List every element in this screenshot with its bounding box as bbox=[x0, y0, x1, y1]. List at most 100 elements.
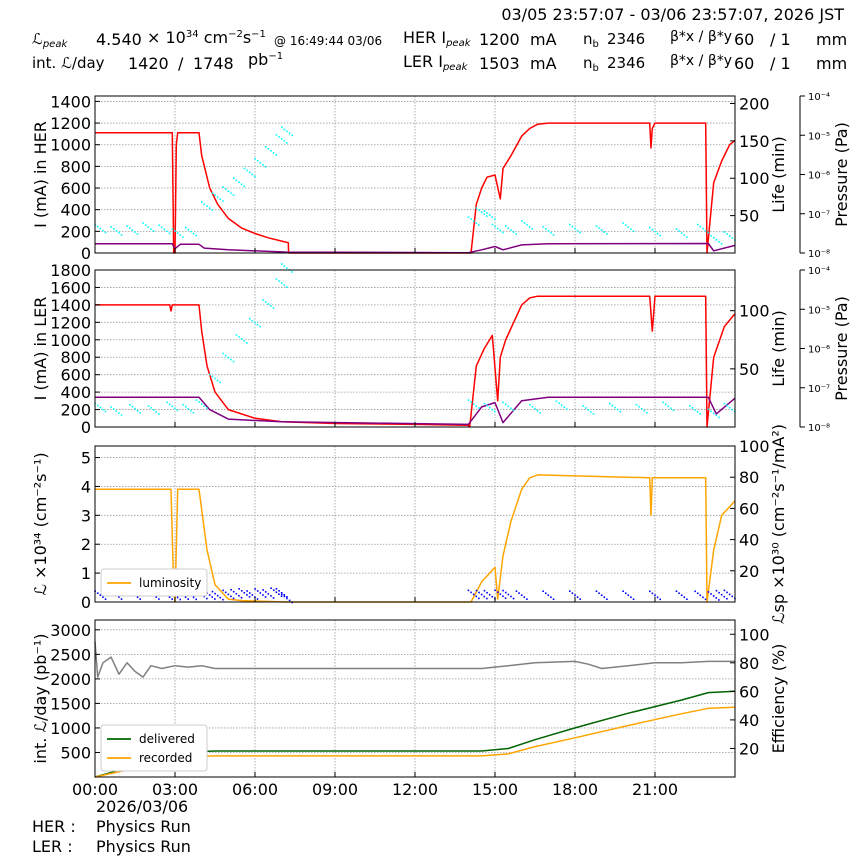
series-specific_lumi-point bbox=[254, 588, 256, 590]
series-lifetime-point bbox=[118, 412, 120, 414]
y-tick-label: 500 bbox=[60, 743, 91, 762]
series-lifetime-point bbox=[499, 229, 502, 232]
her-beta-label: β*x / β*y bbox=[670, 29, 733, 45]
series-specific_lumi-point bbox=[264, 596, 267, 598]
series-lifetime-point bbox=[483, 213, 486, 215]
series-lifetime-point bbox=[265, 146, 267, 148]
y-tick-label: 400 bbox=[60, 201, 91, 220]
series-specific_lumi-point bbox=[216, 594, 219, 597]
series-lifetime-point bbox=[288, 132, 291, 135]
series-specific_lumi-point bbox=[206, 597, 208, 600]
series-lifetime-point bbox=[131, 229, 134, 231]
series-lifetime-point bbox=[478, 407, 480, 409]
series-lifetime-point bbox=[475, 405, 478, 407]
series-lifetime-point bbox=[718, 240, 720, 243]
series-lifetime-point bbox=[126, 225, 128, 227]
series-specific_lumi-point bbox=[251, 594, 254, 596]
series-lifetime-point bbox=[150, 407, 152, 409]
series-specific_lumi-point bbox=[507, 593, 510, 596]
series-specific_lumi-point bbox=[187, 598, 189, 600]
series-specific_lumi-point bbox=[270, 587, 272, 589]
series-specific_lumi-point bbox=[491, 595, 494, 598]
series-lifetime-point bbox=[171, 228, 174, 230]
series-lifetime-point bbox=[283, 284, 286, 286]
pressure-tick-label: 10⁻⁸ bbox=[808, 423, 830, 434]
series-lifetime-point bbox=[158, 224, 160, 227]
series-lifetime-point bbox=[667, 405, 670, 408]
series-lifetime-point bbox=[283, 140, 286, 142]
series-lifetime-point bbox=[278, 280, 280, 282]
series-specific_lumi-point bbox=[552, 598, 555, 601]
series-lifetime-point bbox=[286, 130, 288, 133]
intl-label: int. ℒ/day bbox=[32, 54, 105, 72]
series-specific_lumi-point bbox=[518, 592, 520, 594]
series-lifetime-point bbox=[715, 238, 718, 241]
y2-tick-label: 60 bbox=[739, 682, 759, 701]
series-specific_lumi-point bbox=[118, 596, 120, 598]
series-lifetime-point bbox=[179, 234, 182, 236]
series-lifetime-point bbox=[704, 229, 707, 232]
series-lifetime-point bbox=[643, 409, 646, 412]
y-tick-label: 1000 bbox=[50, 136, 91, 155]
series-lifetime-point bbox=[707, 408, 710, 411]
series-lifetime-point bbox=[664, 403, 667, 406]
series-specific_lumi-point bbox=[232, 597, 235, 600]
series-lifetime-point bbox=[507, 227, 510, 229]
series-lifetime-point bbox=[689, 405, 691, 407]
series-lifetime-point bbox=[600, 229, 603, 231]
series-specific_lumi-point bbox=[694, 590, 696, 593]
y-tick-label: 200 bbox=[60, 222, 91, 241]
series-lifetime-point bbox=[192, 411, 195, 414]
series-lifetime-point bbox=[710, 234, 712, 237]
series-specific_lumi-point bbox=[649, 590, 651, 593]
series-lifetime-point bbox=[246, 342, 248, 344]
pressure-tick-label: 10⁻⁸ bbox=[808, 249, 830, 260]
series-lifetime-point bbox=[96, 404, 99, 407]
series-lifetime-point bbox=[214, 194, 216, 196]
series-lifetime-point bbox=[187, 407, 190, 410]
series-specific_lumi-point bbox=[224, 591, 227, 594]
x-tick-label: 21:00 bbox=[632, 780, 678, 799]
series-lifetime-point bbox=[598, 227, 600, 229]
series-specific_lumi-point bbox=[256, 598, 259, 600]
series-lifetime-point bbox=[182, 236, 184, 238]
series-lifetime-point bbox=[235, 334, 238, 336]
series-lifetime-point bbox=[486, 215, 488, 217]
series-specific_lumi-point bbox=[99, 594, 102, 596]
ler-beta-sep: / 1 bbox=[770, 54, 791, 73]
series-lifetime-point bbox=[267, 148, 270, 150]
series-specific_lumi-point bbox=[275, 591, 278, 593]
y2-tick-label: 150 bbox=[739, 132, 770, 151]
series-lifetime-point bbox=[259, 161, 262, 164]
series-lifetime-point bbox=[470, 218, 472, 220]
series-current-line bbox=[95, 295, 736, 428]
series-lifetime-point bbox=[270, 150, 272, 152]
series-lifetime-point bbox=[230, 358, 232, 361]
series-specific_lumi-point bbox=[240, 596, 243, 599]
series-lifetime-point bbox=[640, 407, 643, 410]
series-lifetime-point bbox=[512, 409, 515, 412]
series-lifetime-point bbox=[683, 234, 686, 236]
series-specific_lumi-point bbox=[262, 594, 264, 596]
series-specific_lumi-point bbox=[248, 592, 251, 594]
series-specific_lumi-point bbox=[704, 598, 707, 601]
series-lifetime-point bbox=[272, 152, 275, 154]
series-lifetime-point bbox=[174, 230, 176, 232]
series-specific_lumi-point bbox=[488, 593, 491, 596]
series-lifetime-point bbox=[286, 267, 288, 269]
series-lifetime-point bbox=[110, 406, 112, 408]
x-tick-label: 03:00 bbox=[152, 780, 198, 799]
series-lifetime-point bbox=[672, 409, 675, 412]
series-lifetime-point bbox=[254, 175, 256, 178]
series-lifetime-point bbox=[185, 226, 187, 229]
series-lifetime-point bbox=[224, 188, 227, 190]
series-specific_lumi-point bbox=[483, 589, 486, 592]
series-lifetime-point bbox=[550, 232, 552, 234]
series-specific_lumi-point bbox=[179, 598, 181, 601]
series-lifetime-point bbox=[280, 282, 283, 284]
y-tick-label: 1200 bbox=[50, 313, 91, 332]
series-specific_lumi-point bbox=[686, 598, 688, 601]
series-lifetime-point bbox=[507, 405, 510, 408]
series-specific_lumi-point bbox=[155, 596, 158, 598]
series-specific_lumi-point bbox=[550, 596, 552, 599]
